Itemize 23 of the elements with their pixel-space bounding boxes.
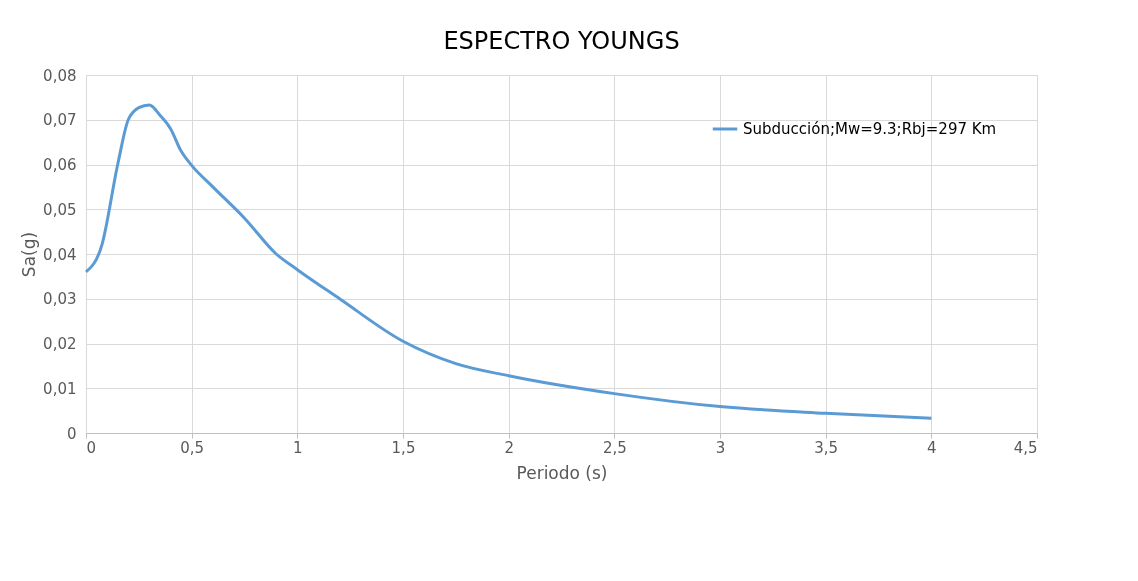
x-tick-label: 1 (293, 438, 303, 457)
y-tick-label: 0,07 (43, 111, 77, 130)
y-axis-title: Sa(g) (19, 231, 40, 278)
x-axis-title: Periodo (s) (516, 462, 608, 483)
y-tick-label: 0,03 (43, 290, 77, 309)
x-tick-label: 4,5 (1013, 438, 1038, 457)
legend-label: Subducción;Mw=9.3;Rbj=297 Km (743, 120, 997, 138)
x-tick-label: 1,5 (391, 438, 416, 457)
y-tick-label: 0,04 (43, 245, 77, 264)
y-tick-label: 0 (66, 424, 77, 443)
x-tick-label: 3 (715, 438, 726, 457)
x-tick-label: 2,5 (602, 438, 627, 457)
y-tick-label: 0,06 (43, 156, 77, 174)
x-tick-label: 4 (927, 438, 937, 457)
y-tick-label: 0,08 (43, 66, 77, 85)
y-tick-label: 0,05 (43, 200, 77, 219)
y-tick-label: 0,02 (43, 335, 77, 353)
x-tick-label: 0 (86, 438, 97, 457)
chart-title: ESPECTRO YOUNGS (443, 27, 680, 55)
x-tick-label: 3,5 (814, 438, 839, 457)
x-tick-label: 0,5 (180, 438, 205, 457)
y-tick-label: 0,01 (43, 379, 77, 398)
x-tick-label: 2 (504, 438, 514, 457)
